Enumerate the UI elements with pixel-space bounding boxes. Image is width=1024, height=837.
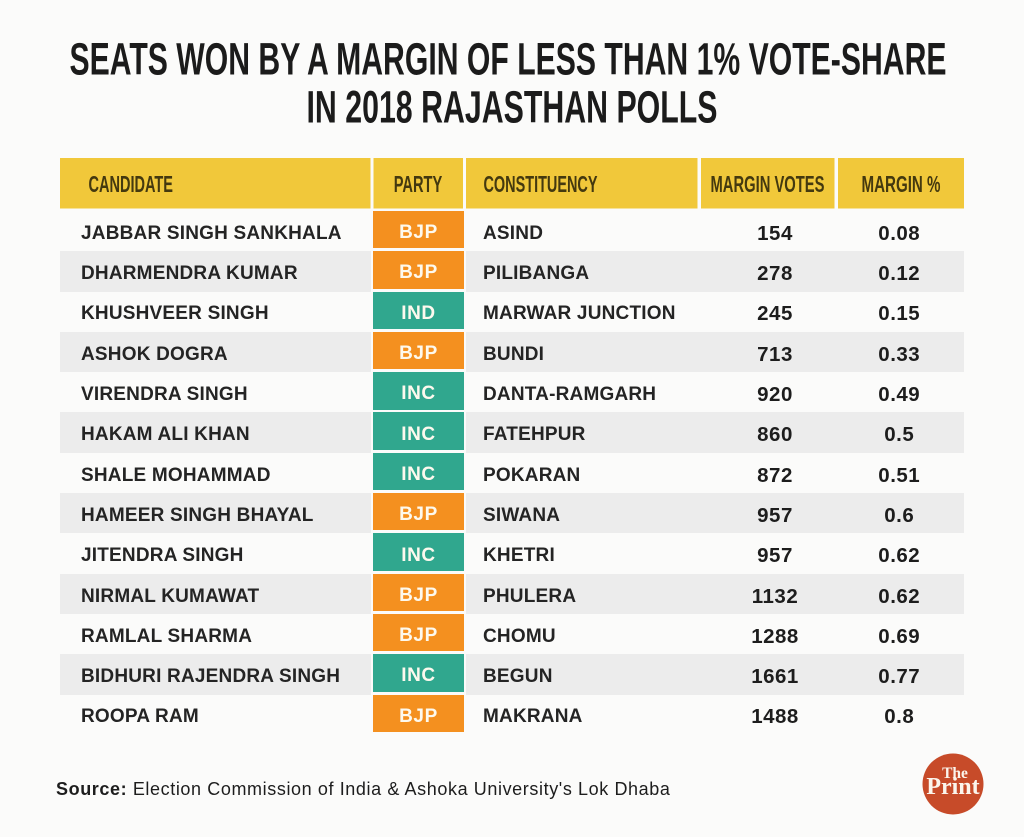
svg-text:MARGIN VOTES: MARGIN VOTES bbox=[711, 171, 825, 197]
svg-text:CONSTITUENCY: CONSTITUENCY bbox=[484, 171, 598, 197]
svg-text:CANDIDATE: CANDIDATE bbox=[89, 171, 174, 197]
svg-text:SEATS WON BY A MARGIN OF LESS: SEATS WON BY A MARGIN OF LESS THAN 1% VO… bbox=[70, 34, 947, 85]
svg-text:PARTY: PARTY bbox=[394, 171, 443, 197]
svg-text:Print: Print bbox=[926, 774, 979, 800]
svg-text:IN 2018 RAJASTHAN POLLS: IN 2018 RAJASTHAN POLLS bbox=[307, 82, 718, 133]
svg-text:The: The bbox=[942, 765, 968, 782]
svg-text:MARGIN %: MARGIN % bbox=[862, 171, 941, 197]
